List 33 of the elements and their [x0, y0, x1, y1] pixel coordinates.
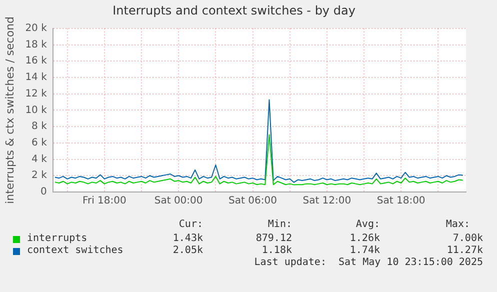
text: 1.18k — [262, 245, 292, 257]
text: 2.05k — [172, 245, 203, 257]
y-tick-label: 8 k — [32, 121, 48, 132]
text: 1.43k — [172, 233, 203, 245]
y-tick-label: 6 k — [32, 138, 48, 149]
y-tick-label: 20 k — [25, 22, 48, 34]
text: Min: — [268, 219, 292, 231]
text: 1.74k — [350, 245, 380, 257]
x-tick-label: Sat 00:00 — [154, 196, 203, 207]
chart-title: Interrupts and context switches - by day — [112, 3, 356, 18]
x-tick-label: Sat 06:00 — [228, 196, 277, 207]
y-tick-label: 18 k — [25, 39, 48, 50]
legend-label: interrupts — [27, 233, 88, 245]
legend-label: context switches — [27, 245, 124, 257]
y-tick-label: 0 — [40, 186, 47, 198]
text: Last update: Sat May 10 23:15:00 2025 — [254, 257, 483, 269]
x-tick-label: Sat 12:00 — [302, 196, 352, 207]
x-tick-label: Fri 18:00 — [82, 196, 126, 207]
text: Cur: — [178, 219, 203, 231]
y-tick-label: 16 k — [25, 56, 48, 67]
text: 879.12 — [256, 233, 292, 245]
y-tick-label: 14 k — [25, 72, 48, 84]
text: Avg: — [356, 219, 380, 231]
text: 7.00k — [452, 233, 483, 245]
y-tick-label: 2 k — [32, 170, 48, 182]
y-tick-label: 10 k — [25, 104, 48, 116]
y-axis-title: interrupts & ctx switches / second — [3, 16, 16, 204]
text: Max: — [446, 219, 470, 231]
text: 1.26k — [350, 233, 380, 245]
y-tick-label: 4 k — [32, 154, 48, 165]
text: 11.27k — [446, 245, 483, 257]
x-tick-label: Sat 18:00 — [376, 196, 426, 207]
y-tick-label: 12 k — [25, 88, 48, 100]
